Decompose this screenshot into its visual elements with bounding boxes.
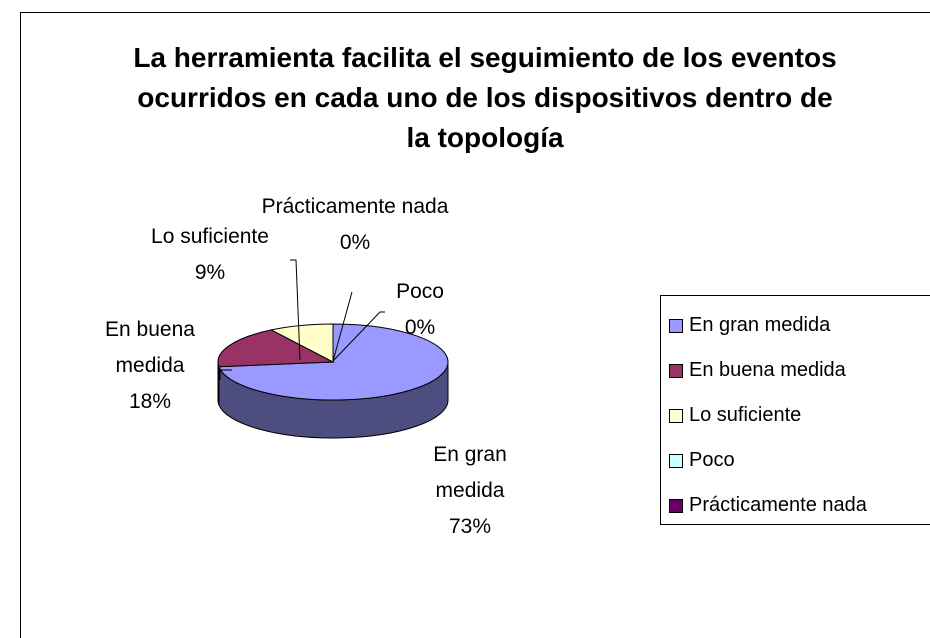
legend-item: Lo suficiente bbox=[661, 393, 930, 438]
data-label: Prácticamente nada 0% bbox=[250, 189, 460, 261]
legend-item: Prácticamente nada bbox=[661, 483, 930, 528]
legend-label: En gran medida bbox=[689, 314, 831, 336]
leader-line bbox=[332, 311, 385, 362]
data-label-value: 0% bbox=[404, 316, 436, 339]
data-label: Lo suficiente 9% bbox=[120, 219, 300, 291]
legend-label: Prácticamente nada bbox=[689, 494, 867, 516]
data-label-category: Prácticamente nada bbox=[261, 195, 449, 218]
legend-swatch bbox=[669, 363, 683, 378]
legend-label: Poco bbox=[689, 449, 735, 471]
legend-swatch bbox=[669, 498, 683, 513]
legend-swatch bbox=[669, 408, 683, 423]
data-label: Poco 0% bbox=[370, 274, 470, 346]
legend-item: En gran medida bbox=[661, 303, 930, 348]
leader-line bbox=[290, 259, 301, 361]
slice bbox=[217, 329, 335, 368]
legend-label: En buena medida bbox=[689, 359, 846, 381]
legend-swatch bbox=[669, 453, 683, 468]
data-label-value: 73% bbox=[448, 515, 492, 538]
data-label: En buena medida 18% bbox=[70, 312, 230, 420]
chart-frame bbox=[20, 12, 930, 638]
data-label-value: 9% bbox=[194, 261, 226, 284]
legend-swatch bbox=[669, 318, 683, 333]
legend-item: Poco bbox=[661, 438, 930, 483]
data-label-value: 18% bbox=[128, 390, 172, 413]
legend-label: Lo suficiente bbox=[689, 404, 802, 426]
legend-item: En buena medida bbox=[661, 348, 930, 393]
data-label-value: 0% bbox=[339, 231, 371, 254]
chart-title: La herramienta facilita el seguimiento d… bbox=[133, 42, 837, 153]
data-label-category: En gran medida bbox=[433, 443, 507, 502]
data-label-category: En buena medida bbox=[105, 318, 195, 377]
leader-line bbox=[332, 291, 353, 362]
legend: En gran medida En buena medida Lo suficien… bbox=[660, 295, 930, 525]
data-label: En gran medida 73% bbox=[400, 437, 540, 545]
data-label-category: Lo suficiente bbox=[151, 225, 269, 248]
data-label-category: Poco bbox=[396, 280, 444, 303]
leader-line bbox=[219, 369, 232, 380]
